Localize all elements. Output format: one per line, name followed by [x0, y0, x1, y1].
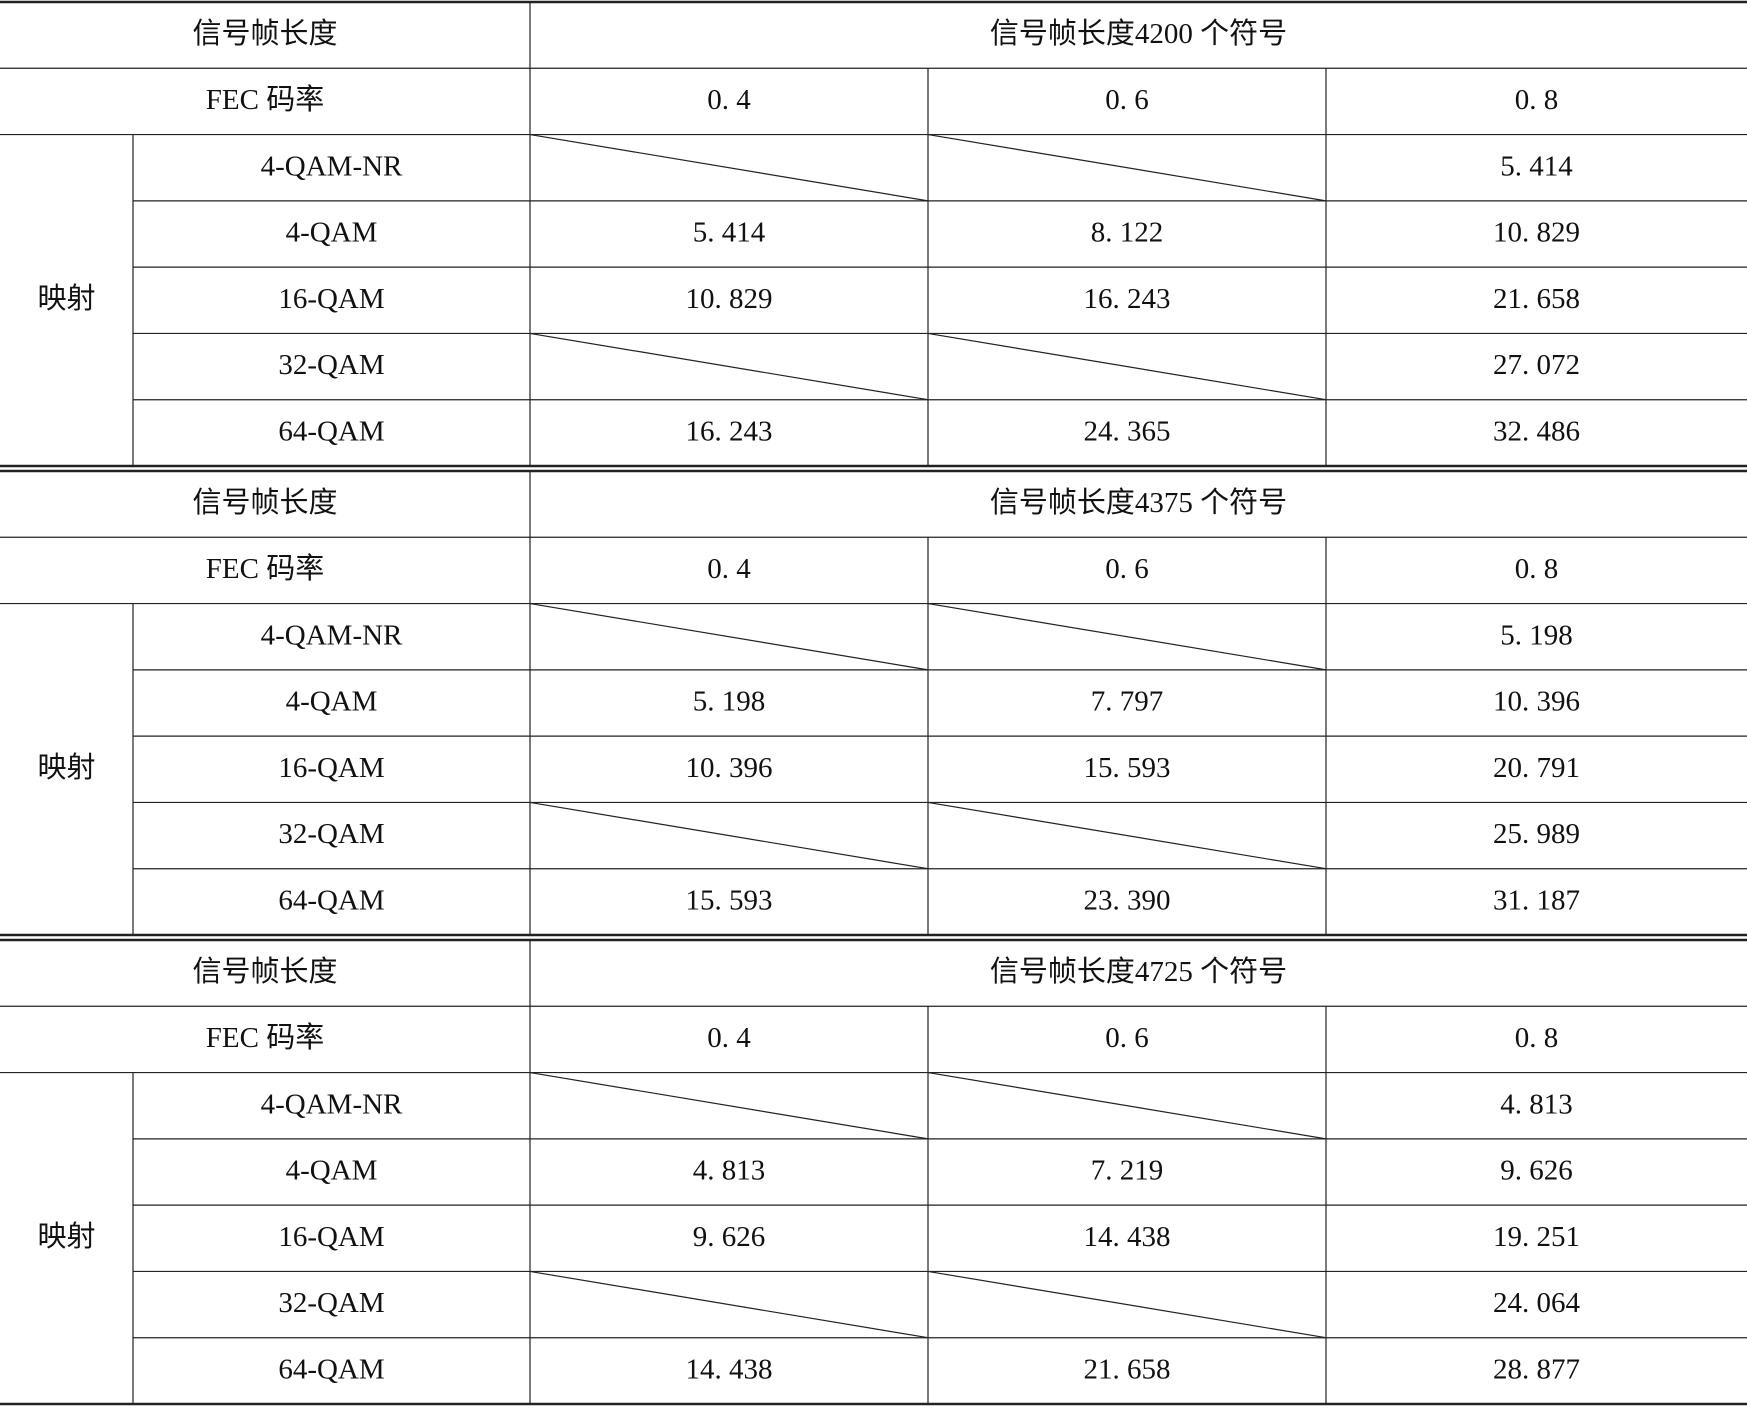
rate: 0. 6: [1105, 553, 1149, 585]
cell-value: 20. 791: [1493, 752, 1580, 784]
cell-value: 4. 813: [693, 1155, 766, 1187]
rate: 0. 4: [707, 1022, 751, 1054]
header-value: 信号帧长度4200 个符号: [990, 17, 1287, 50]
rate: 0. 8: [1515, 84, 1559, 116]
cell-value: 10. 396: [686, 752, 773, 784]
cell-value: 16. 243: [1084, 283, 1171, 315]
row-label: 4-QAM: [286, 1155, 378, 1187]
diagonal: [529, 1071, 929, 1140]
cell-value: 24. 064: [1493, 1287, 1581, 1319]
cell-value: 25. 989: [1493, 818, 1580, 850]
diagonal: [927, 332, 1327, 401]
diagonal: [927, 801, 1327, 870]
cell-value: 9. 626: [1500, 1155, 1573, 1187]
cell-value: 10. 829: [686, 283, 773, 315]
header-value: 信号帧长度4725 个符号: [990, 955, 1287, 988]
cell-value: 15. 593: [686, 885, 773, 917]
cell-value: 16. 243: [686, 416, 773, 448]
cell-value: 31. 187: [1493, 885, 1580, 917]
diagonal: [927, 602, 1327, 671]
cell-value: 7. 219: [1091, 1155, 1164, 1187]
cell-value: 14. 438: [686, 1354, 773, 1386]
rate: 0. 6: [1105, 1022, 1149, 1054]
cell-value: 10. 829: [1493, 217, 1580, 249]
row-label: 4-QAM-NR: [261, 619, 403, 651]
rate: 0. 8: [1515, 1022, 1559, 1054]
rate: 0. 4: [707, 84, 751, 116]
row-label: 64-QAM: [278, 1354, 384, 1386]
fec-label: FEC 码率: [206, 552, 324, 585]
cell-value: 9. 626: [693, 1221, 766, 1253]
cell-value: 14. 438: [1084, 1221, 1171, 1253]
diagonal: [529, 332, 929, 401]
fec-label: FEC 码率: [206, 1021, 324, 1054]
cell-value: 28. 877: [1493, 1354, 1580, 1386]
row-label: 32-QAM: [278, 818, 384, 850]
group-label: 映射: [37, 1220, 95, 1253]
group-label: 映射: [37, 751, 95, 784]
diagonal: [529, 133, 929, 202]
cell-value: 23. 390: [1084, 885, 1171, 917]
row-label: 64-QAM: [278, 416, 384, 448]
cell-value: 8. 122: [1091, 217, 1164, 249]
header-label: 信号帧长度: [192, 955, 337, 988]
cell-value: 5. 414: [1500, 150, 1573, 182]
diagonal: [927, 1270, 1327, 1339]
cell-value: 5. 198: [693, 686, 766, 718]
row-label: 32-QAM: [278, 349, 384, 381]
group-label: 映射: [37, 282, 95, 315]
cell-value: 7. 797: [1091, 686, 1164, 718]
cell-value: 24. 365: [1084, 416, 1171, 448]
row-label: 4-QAM: [286, 686, 378, 718]
cell-value: 27. 072: [1493, 349, 1580, 381]
cell-value: 10. 396: [1493, 686, 1580, 718]
diagonal: [529, 602, 929, 671]
rate: 0. 4: [707, 553, 751, 585]
row-label: 16-QAM: [278, 752, 384, 784]
fec-label: FEC 码率: [206, 83, 324, 116]
row-label: 4-QAM-NR: [261, 1088, 403, 1120]
cell-value: 19. 251: [1493, 1221, 1580, 1253]
rate: 0. 6: [1105, 84, 1149, 116]
header-label: 信号帧长度: [192, 17, 337, 50]
row-label: 32-QAM: [278, 1287, 384, 1319]
cell-value: 5. 198: [1500, 619, 1573, 651]
cell-value: 32. 486: [1493, 416, 1580, 448]
cell-value: 15. 593: [1084, 752, 1171, 784]
diagonal: [529, 801, 929, 870]
row-label: 64-QAM: [278, 885, 384, 917]
rate: 0. 8: [1515, 553, 1559, 585]
diagonal: [927, 1071, 1327, 1140]
cell-value: 4. 813: [1500, 1088, 1573, 1120]
cell-value: 21. 658: [1493, 283, 1580, 315]
diagonal: [529, 1270, 929, 1339]
row-label: 4-QAM: [286, 217, 378, 249]
row-label: 16-QAM: [278, 283, 384, 315]
cell-value: 5. 414: [693, 217, 766, 249]
row-label: 16-QAM: [278, 1221, 384, 1253]
header-label: 信号帧长度: [192, 486, 337, 519]
header-value: 信号帧长度4375 个符号: [990, 486, 1287, 519]
diagonal: [927, 133, 1327, 202]
cell-value: 21. 658: [1084, 1354, 1171, 1386]
row-label: 4-QAM-NR: [261, 150, 403, 182]
